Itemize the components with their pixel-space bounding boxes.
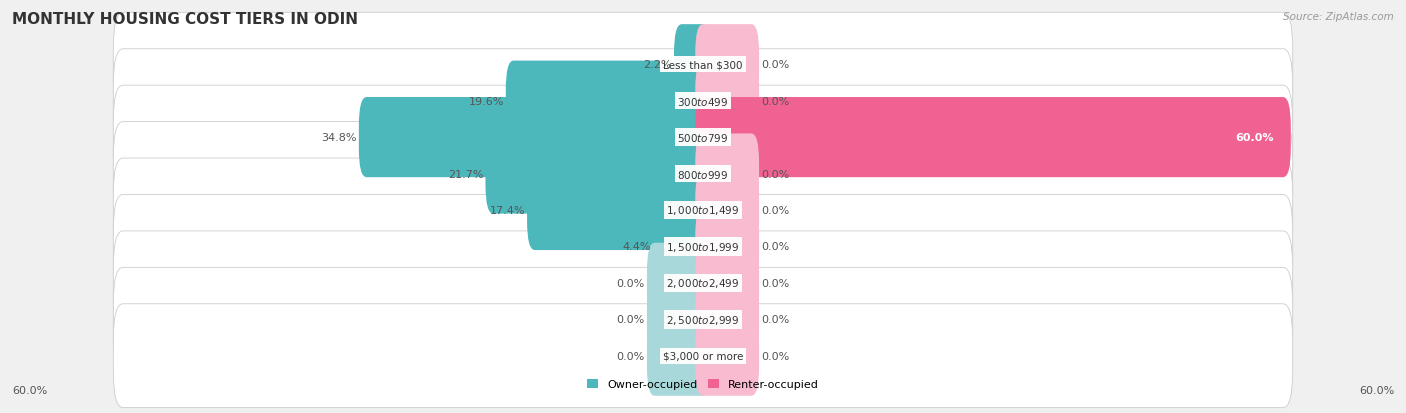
Text: 60.0%: 60.0%	[11, 385, 46, 395]
FancyBboxPatch shape	[114, 268, 1292, 371]
FancyBboxPatch shape	[695, 25, 759, 105]
FancyBboxPatch shape	[114, 231, 1292, 335]
FancyBboxPatch shape	[695, 134, 759, 214]
FancyBboxPatch shape	[695, 62, 759, 141]
Text: $2,000 to $2,499: $2,000 to $2,499	[666, 277, 740, 290]
FancyBboxPatch shape	[652, 207, 711, 287]
Text: 0.0%: 0.0%	[761, 60, 789, 70]
Text: $1,500 to $1,999: $1,500 to $1,999	[666, 240, 740, 253]
FancyBboxPatch shape	[506, 62, 711, 141]
Text: $500 to $799: $500 to $799	[678, 132, 728, 144]
Text: Source: ZipAtlas.com: Source: ZipAtlas.com	[1284, 12, 1395, 22]
FancyBboxPatch shape	[114, 304, 1292, 408]
FancyBboxPatch shape	[673, 25, 711, 105]
FancyBboxPatch shape	[695, 98, 1291, 178]
Text: 0.0%: 0.0%	[761, 96, 789, 107]
FancyBboxPatch shape	[647, 316, 711, 396]
FancyBboxPatch shape	[114, 195, 1292, 299]
Text: 0.0%: 0.0%	[761, 351, 789, 361]
FancyBboxPatch shape	[114, 13, 1292, 117]
FancyBboxPatch shape	[647, 280, 711, 359]
Text: 60.0%: 60.0%	[1360, 385, 1395, 395]
Text: $2,500 to $2,999: $2,500 to $2,999	[666, 313, 740, 326]
Legend: Owner-occupied, Renter-occupied: Owner-occupied, Renter-occupied	[582, 375, 824, 394]
FancyBboxPatch shape	[695, 171, 759, 250]
FancyBboxPatch shape	[114, 122, 1292, 226]
FancyBboxPatch shape	[359, 98, 711, 178]
Text: 0.0%: 0.0%	[761, 206, 789, 216]
Text: 2.2%: 2.2%	[644, 60, 672, 70]
Text: 60.0%: 60.0%	[1234, 133, 1274, 143]
FancyBboxPatch shape	[695, 316, 759, 396]
FancyBboxPatch shape	[114, 86, 1292, 190]
Text: 0.0%: 0.0%	[761, 278, 789, 288]
Text: 0.0%: 0.0%	[761, 315, 789, 325]
Text: $800 to $999: $800 to $999	[678, 168, 728, 180]
Text: 0.0%: 0.0%	[761, 242, 789, 252]
FancyBboxPatch shape	[647, 243, 711, 323]
FancyBboxPatch shape	[695, 280, 759, 359]
Text: 0.0%: 0.0%	[761, 169, 789, 179]
Text: 0.0%: 0.0%	[617, 315, 645, 325]
Text: 21.7%: 21.7%	[449, 169, 484, 179]
Text: MONTHLY HOUSING COST TIERS IN ODIN: MONTHLY HOUSING COST TIERS IN ODIN	[11, 12, 357, 27]
FancyBboxPatch shape	[527, 171, 711, 250]
Text: $300 to $499: $300 to $499	[678, 95, 728, 107]
Text: Less than $300: Less than $300	[664, 60, 742, 70]
Text: 34.8%: 34.8%	[322, 133, 357, 143]
FancyBboxPatch shape	[695, 243, 759, 323]
FancyBboxPatch shape	[114, 159, 1292, 262]
Text: 4.4%: 4.4%	[623, 242, 651, 252]
FancyBboxPatch shape	[695, 207, 759, 287]
Text: $3,000 or more: $3,000 or more	[662, 351, 744, 361]
Text: 17.4%: 17.4%	[489, 206, 524, 216]
Text: 0.0%: 0.0%	[617, 278, 645, 288]
FancyBboxPatch shape	[485, 134, 711, 214]
Text: $1,000 to $1,499: $1,000 to $1,499	[666, 204, 740, 217]
Text: 19.6%: 19.6%	[468, 96, 503, 107]
FancyBboxPatch shape	[114, 50, 1292, 153]
Text: 0.0%: 0.0%	[617, 351, 645, 361]
